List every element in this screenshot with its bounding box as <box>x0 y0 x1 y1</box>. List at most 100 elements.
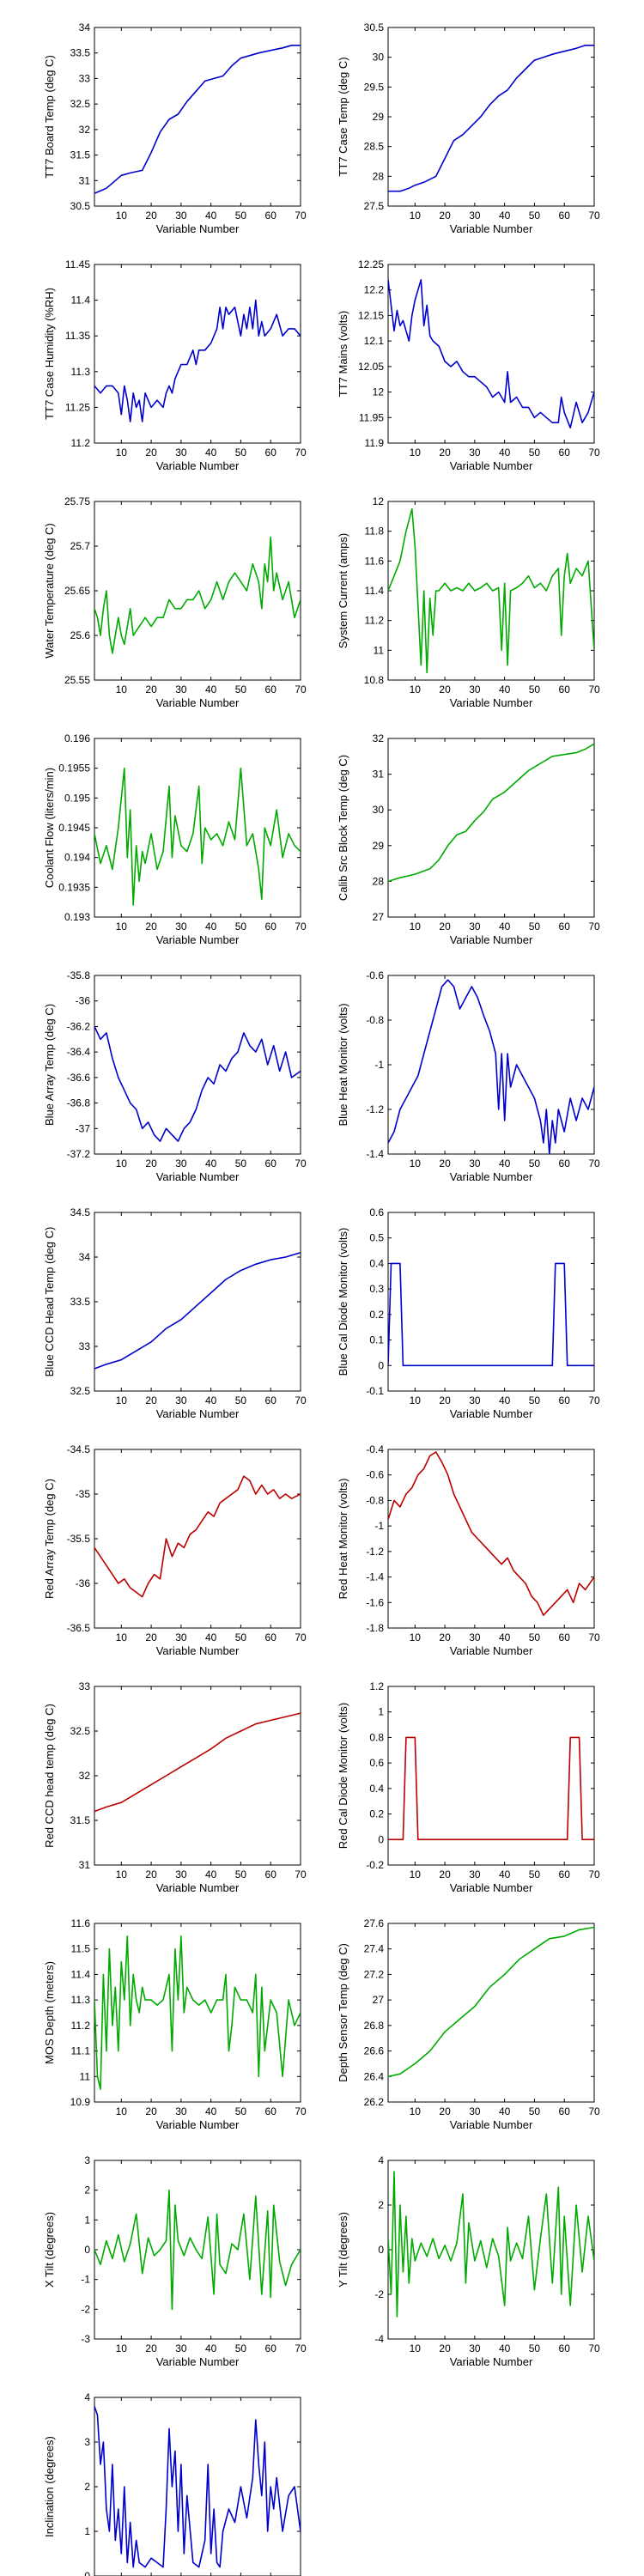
y-tick-label: -0.6 <box>366 1469 384 1481</box>
x-tick-label: 10 <box>410 683 422 696</box>
y-tick-label: 31.5 <box>70 1814 91 1826</box>
y-axis-label: TT7 Case Humidity (%RH) <box>43 288 56 420</box>
plot-area-frame <box>387 1686 595 1866</box>
x-tick-label: 50 <box>529 1157 541 1170</box>
x-tick-label: 40 <box>499 1631 511 1643</box>
y-tick-label: -1.4 <box>366 1571 384 1583</box>
x-tick-label: 10 <box>410 2342 422 2354</box>
plot-area-frame <box>387 264 595 444</box>
subplot-p9: 10 20 30 40 50 60 70 -37.2 -37 -36.8 -36.6 -36.4 -36… <box>43 969 307 1183</box>
x-tick-label: 40 <box>205 2342 217 2354</box>
x-tick-label: 70 <box>295 2105 307 2117</box>
x-tick-label: 20 <box>145 1631 157 1643</box>
subplot-p7: 10 20 30 40 50 60 70 0.193 0.1935 0.194 0.1945 0.19… <box>43 732 307 946</box>
y-tick-label: 11.2 <box>71 437 91 449</box>
plot-area-frame <box>94 1212 301 1392</box>
x-tick-label: 60 <box>559 447 571 459</box>
y-tick-label: 30 <box>373 804 385 816</box>
x-tick-label: 30 <box>175 1868 187 1880</box>
y-tick-label: 11.4 <box>71 1968 91 1980</box>
x-tick-label: 60 <box>265 2342 277 2354</box>
series-line <box>94 1712 301 1813</box>
x-tick-label: 40 <box>499 1868 511 1880</box>
x-tick-label: 70 <box>588 2342 600 2354</box>
y-tick-label: 0 <box>378 2244 384 2256</box>
y-tick-label: 27 <box>373 1994 385 2006</box>
y-tick-label: -0.8 <box>366 1494 384 1506</box>
y-tick-label: 0.194 <box>64 852 90 864</box>
x-tick-label: 70 <box>588 2105 600 2117</box>
x-tick-label: 10 <box>116 920 128 933</box>
y-tick-label: -36.4 <box>67 1046 91 1058</box>
x-tick-label: 40 <box>499 210 511 222</box>
x-tick-label: 50 <box>529 1868 541 1880</box>
x-tick-label: 60 <box>265 2105 277 2117</box>
y-axis-label: Blue Cal Diode Monitor (volts) <box>337 1228 349 1376</box>
y-axis-label: Y Tilt (degrees) <box>337 2212 349 2287</box>
y-tick-label: 11.8 <box>365 526 385 538</box>
x-tick-label: 70 <box>588 1631 600 1643</box>
x-tick-label: 20 <box>439 683 451 696</box>
y-tick-label: 1 <box>84 2214 90 2226</box>
x-tick-label: 60 <box>265 920 277 933</box>
y-tick-label: -35.8 <box>67 969 91 981</box>
y-tick-label: 0 <box>378 1359 384 1371</box>
plot-area-frame <box>94 2397 301 2576</box>
y-axis-label: Red Array Temp (deg C) <box>43 1479 56 1599</box>
series-line <box>388 2171 594 2318</box>
x-axis-label: Variable Number <box>450 933 533 946</box>
x-axis-label: Variable Number <box>156 1170 240 1183</box>
series-line <box>94 1252 301 1370</box>
y-tick-label: 12.25 <box>358 258 384 270</box>
y-tick-label: -4 <box>374 2333 384 2345</box>
series-line <box>388 1262 594 1367</box>
y-tick-label: 33 <box>79 1680 91 1692</box>
y-tick-label: 0.1945 <box>58 822 90 834</box>
y-tick-label: 3 <box>84 2154 90 2166</box>
x-tick-label: 70 <box>295 683 307 696</box>
x-tick-label: 50 <box>529 683 541 696</box>
plot-area-frame <box>94 975 301 1155</box>
x-tick-label: 50 <box>235 920 247 933</box>
subplot-p3: 10 20 30 40 50 60 70 11.2 11.25 11.3 11.35 11.4 11.4… <box>43 258 307 472</box>
x-tick-label: 60 <box>559 920 571 933</box>
x-tick-label: 60 <box>559 2342 571 2354</box>
x-tick-label: 20 <box>439 2105 451 2117</box>
subplot-p4: 10 20 30 40 50 60 70 11.9 11.95 12 12.05 12.1 12.15 1… <box>337 258 600 472</box>
y-tick-label: 11.6 <box>71 1917 91 1929</box>
x-tick-label: 50 <box>529 920 541 933</box>
y-tick-label: 11.35 <box>65 330 90 342</box>
x-tick-label: 20 <box>145 2342 157 2354</box>
series-line <box>388 979 594 1154</box>
x-tick-label: 60 <box>559 1631 571 1643</box>
x-tick-label: 20 <box>439 447 451 459</box>
x-tick-label: 40 <box>205 447 217 459</box>
y-axis-label: Calib Src Block Temp (deg C) <box>337 755 349 901</box>
x-tick-label: 50 <box>529 2342 541 2354</box>
series-line <box>388 1926 594 2078</box>
x-tick-label: 70 <box>295 1631 307 1643</box>
plot-area-frame <box>94 264 301 444</box>
y-tick-label: 27.4 <box>364 1943 385 1955</box>
x-axis-label: Variable Number <box>156 459 240 472</box>
y-tick-label: 30.5 <box>70 200 91 212</box>
y-axis-label: Blue Array Temp (deg C) <box>43 1004 56 1126</box>
x-tick-label: 70 <box>588 1157 600 1170</box>
y-tick-label: -37.2 <box>67 1148 91 1160</box>
y-axis-label: TT7 Mains (volts) <box>337 311 349 397</box>
y-tick-label: 12.1 <box>364 335 385 347</box>
x-tick-label: 20 <box>439 1631 451 1643</box>
y-tick-label: 0.8 <box>369 1731 384 1743</box>
y-tick-label: 11.9 <box>365 437 385 449</box>
x-tick-label: 50 <box>235 1157 247 1170</box>
x-axis-label: Variable Number <box>156 2355 240 2368</box>
x-tick-label: 60 <box>265 1868 277 1880</box>
series-line <box>388 44 594 192</box>
y-tick-label: -2 <box>374 2288 384 2300</box>
x-tick-label: 10 <box>410 447 422 459</box>
plot-area-frame <box>387 1923 595 2103</box>
y-tick-label: 11.3 <box>71 1994 91 2006</box>
x-tick-label: 40 <box>205 920 217 933</box>
y-tick-label: 0 <box>84 2244 90 2256</box>
